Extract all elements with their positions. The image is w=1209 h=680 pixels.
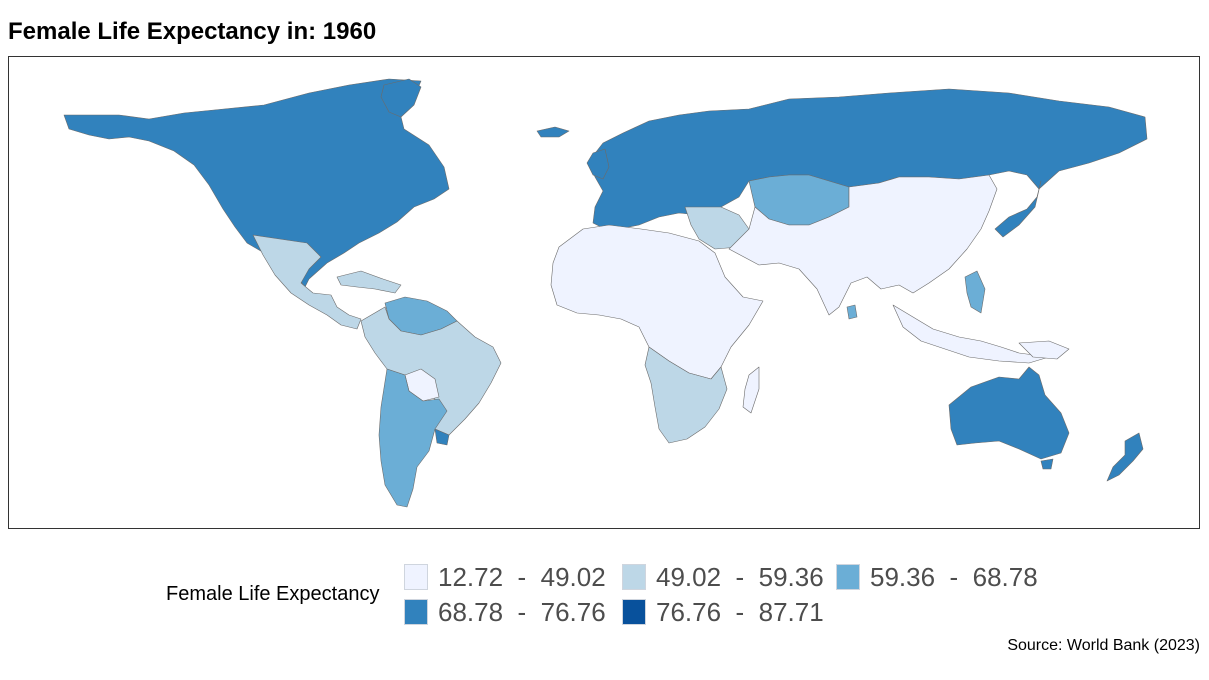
legend-swatch xyxy=(404,564,428,590)
legend-item-class-4: 68.78 - 76.76 xyxy=(404,596,606,627)
region-southern-africa xyxy=(644,346,728,444)
legend-item-class-5: 76.76 - 87.71 xyxy=(622,596,824,627)
region-south-east-asia-china xyxy=(728,174,998,316)
legend-item-class-1: 12.72 - 49.02 xyxy=(404,561,606,592)
region-tasmania xyxy=(1040,458,1054,470)
source-note: Source: World Bank (2023) xyxy=(1007,637,1200,654)
legend-label: 49.02 - 59.36 xyxy=(656,561,824,592)
region-japan xyxy=(994,180,1042,238)
world-map xyxy=(63,78,1148,508)
legend-swatch xyxy=(622,599,646,625)
legend-item-class-3: 59.36 - 68.78 xyxy=(836,561,1038,592)
legend-item-class-2: 49.02 - 59.36 xyxy=(622,561,824,592)
region-indonesia xyxy=(892,304,1050,364)
map-panel xyxy=(8,56,1200,529)
region-sri-lanka xyxy=(846,304,858,320)
map-title: Female Life Expectancy in: 1960 xyxy=(8,18,377,45)
region-uruguay xyxy=(434,428,450,446)
region-greenland xyxy=(380,78,422,118)
legend-label: 68.78 - 76.76 xyxy=(438,596,606,627)
legend-swatch xyxy=(404,599,428,625)
region-caribbean xyxy=(336,270,402,294)
region-new-zealand xyxy=(1106,432,1144,482)
region-uk-ireland xyxy=(586,148,610,180)
legend-label: 76.76 - 87.71 xyxy=(656,596,824,627)
legend-label: 12.72 - 49.02 xyxy=(438,561,606,592)
legend-swatch xyxy=(622,564,646,590)
legend-title: Female Life Expectancy xyxy=(166,583,380,605)
region-australia xyxy=(948,366,1070,460)
region-north-america-high xyxy=(63,78,450,288)
region-mexico-central-america xyxy=(252,234,362,330)
region-papua xyxy=(1018,340,1070,360)
region-iceland xyxy=(536,126,570,138)
legend-label: 59.36 - 68.78 xyxy=(870,561,1038,592)
region-argentina-chile xyxy=(378,368,448,508)
legend-swatch xyxy=(836,564,860,590)
region-madagascar xyxy=(742,366,760,414)
region-philippines xyxy=(964,270,986,314)
